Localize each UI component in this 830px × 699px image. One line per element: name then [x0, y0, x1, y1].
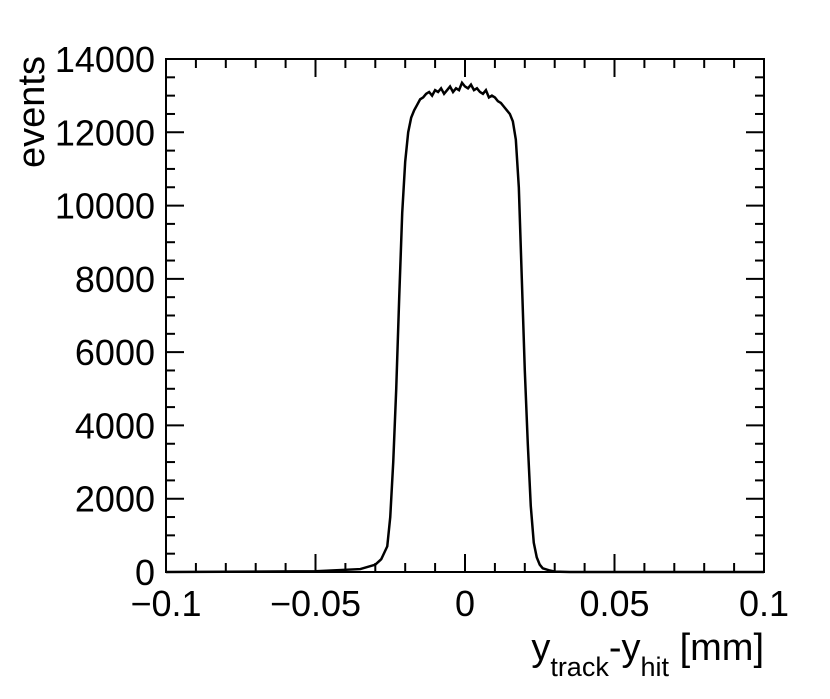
x-label-sub2: hit	[640, 652, 669, 682]
y-tick-label: 14000	[55, 39, 155, 80]
series-line	[165, 80, 764, 574]
y-tick-label: 4000	[75, 405, 155, 446]
x-axis-ticks	[165, 59, 765, 572]
y-tick-label: 0	[135, 552, 155, 593]
x-tick-label: −0.1	[130, 583, 201, 624]
x-label-sub1: track	[550, 652, 609, 682]
plot-frame	[165, 58, 765, 573]
y-axis-tick-labels: 0 2000 4000 6000 8000 10000 12000 14000	[55, 39, 155, 593]
x-label-unit: [mm]	[669, 627, 764, 669]
x-tick-label: 0.05	[579, 583, 649, 624]
x-label-var1: y	[531, 627, 550, 669]
y-tick-label: 12000	[55, 112, 155, 153]
x-axis-label: ytrack-yhit [mm]	[531, 627, 764, 682]
x-tick-label: −0.05	[270, 583, 361, 624]
y-tick-label: 8000	[75, 259, 155, 300]
x-label-mid: -y	[609, 627, 641, 669]
y-tick-label: 2000	[75, 479, 155, 520]
x-axis-tick-labels: −0.1 −0.05 0 0.05 0.1	[130, 583, 789, 624]
y-tick-label: 10000	[55, 186, 155, 227]
y-tick-label: 6000	[75, 332, 155, 373]
y-axis-label: events	[11, 56, 53, 168]
y-axis-ticks	[166, 58, 764, 573]
x-tick-label: 0.1	[739, 583, 789, 624]
x-tick-label: 0	[455, 583, 475, 624]
